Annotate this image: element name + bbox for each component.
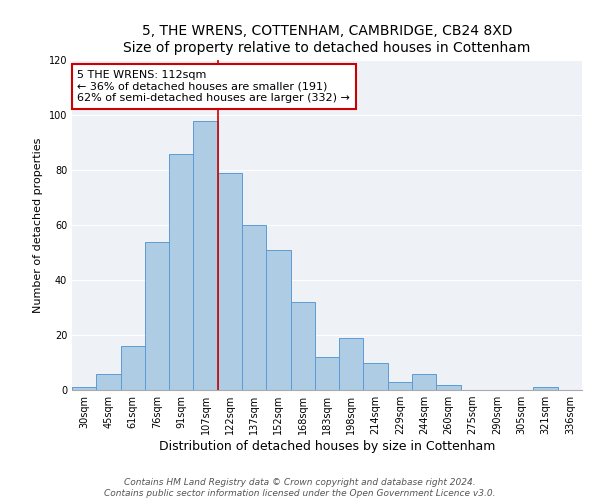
- Bar: [96, 374, 121, 390]
- Bar: [145, 242, 169, 390]
- Title: 5, THE WRENS, COTTENHAM, CAMBRIDGE, CB24 8XD
Size of property relative to detach: 5, THE WRENS, COTTENHAM, CAMBRIDGE, CB24…: [124, 24, 530, 54]
- Bar: [169, 154, 193, 390]
- Bar: [388, 382, 412, 390]
- Bar: [72, 387, 96, 390]
- X-axis label: Distribution of detached houses by size in Cottenham: Distribution of detached houses by size …: [159, 440, 495, 453]
- Bar: [412, 374, 436, 390]
- Bar: [315, 357, 339, 390]
- Bar: [242, 225, 266, 390]
- Bar: [339, 338, 364, 390]
- Bar: [193, 120, 218, 390]
- Text: Contains HM Land Registry data © Crown copyright and database right 2024.
Contai: Contains HM Land Registry data © Crown c…: [104, 478, 496, 498]
- Text: 5 THE WRENS: 112sqm
← 36% of detached houses are smaller (191)
62% of semi-detac: 5 THE WRENS: 112sqm ← 36% of detached ho…: [77, 70, 350, 103]
- Bar: [290, 302, 315, 390]
- Bar: [266, 250, 290, 390]
- Bar: [364, 362, 388, 390]
- Y-axis label: Number of detached properties: Number of detached properties: [33, 138, 43, 312]
- Bar: [436, 384, 461, 390]
- Bar: [121, 346, 145, 390]
- Bar: [218, 173, 242, 390]
- Bar: [533, 387, 558, 390]
